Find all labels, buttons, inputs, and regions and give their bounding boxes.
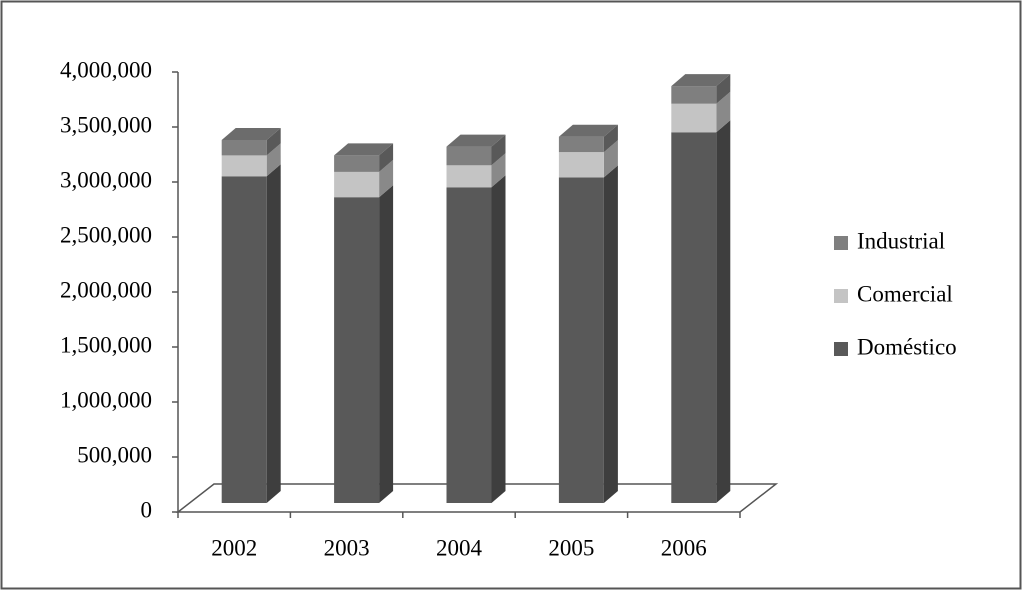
x-tick-label: 2004 [436,535,483,560]
bar-segment [446,146,492,166]
bar-side [491,134,506,166]
y-tick-label: 4,000,000 [60,57,152,82]
bar-side [716,120,731,504]
y-tick-label: 1,000,000 [60,387,152,412]
bar-segment [334,197,380,503]
bar-top [671,74,731,87]
bar-side [491,153,506,188]
bar-side [603,165,618,503]
bar-segment [558,136,604,153]
x-tick-label: 2003 [324,535,370,560]
bar-segment [334,155,380,172]
bar-side [379,185,394,503]
legend-swatch [834,342,848,356]
bar-segment [221,155,267,177]
bar-top [221,128,281,140]
legend-label: Doméstico [857,334,957,359]
bar-top [446,134,506,147]
bar-side [266,143,281,177]
bar-side [603,140,618,178]
y-tick-label: 2,500,000 [60,222,152,247]
bar-segment [671,103,717,133]
bar-segment [558,152,604,178]
y-tick-label: 3,000,000 [60,167,152,192]
y-tick-label: 1,500,000 [60,332,152,357]
y-tick-label: 500,000 [77,442,152,467]
bar-side [603,124,618,153]
bar-segment [671,132,717,504]
bar-side [266,128,281,156]
bar-side [379,143,394,172]
bar-segment [334,171,380,198]
bar-side [266,164,281,504]
y-tick-label: 2,000,000 [60,277,152,302]
x-tick-label: 2005 [548,535,594,560]
legend-label: Industrial [857,228,945,253]
bar-top [558,124,618,137]
bar-side [716,91,731,133]
y-tick-label: 3,500,000 [60,112,152,137]
x-tick-label: 2002 [211,535,257,560]
bar-segment [671,86,717,104]
bar-side [716,74,731,104]
legend-swatch [834,236,848,250]
bar-segment [221,176,267,504]
x-tick-label: 2006 [661,535,707,560]
bar-top [334,143,394,156]
y-tick-label: 0 [141,497,153,522]
bar-side [491,175,506,504]
bar-side [379,159,394,198]
bar-segment [446,165,492,188]
bar-segment [558,177,604,503]
bar-segment [446,187,492,504]
legend-label: Comercial [857,281,953,306]
legend-swatch [834,289,848,303]
bar-segment [221,140,267,156]
